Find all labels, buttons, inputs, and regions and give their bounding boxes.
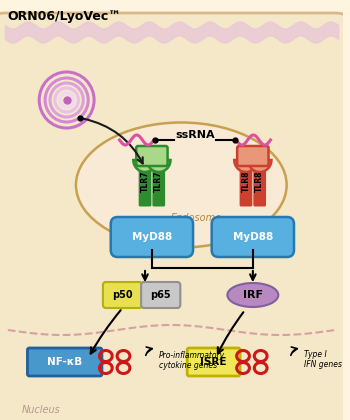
FancyBboxPatch shape <box>212 217 294 257</box>
Wedge shape <box>147 160 170 172</box>
FancyBboxPatch shape <box>187 348 240 376</box>
FancyBboxPatch shape <box>136 146 168 166</box>
Wedge shape <box>248 160 272 172</box>
Text: Endosome: Endosome <box>170 213 222 223</box>
FancyBboxPatch shape <box>27 348 102 376</box>
Text: Nucleus: Nucleus <box>22 405 60 415</box>
Ellipse shape <box>76 123 287 247</box>
Text: p50: p50 <box>112 290 133 300</box>
Text: TLR8: TLR8 <box>255 170 264 192</box>
Text: ISRE: ISRE <box>201 357 227 367</box>
FancyBboxPatch shape <box>253 153 266 207</box>
Text: cytokine genes: cytokine genes <box>159 360 217 370</box>
Text: TLR7: TLR7 <box>154 170 163 192</box>
Text: Type I: Type I <box>304 349 327 359</box>
Text: p65: p65 <box>150 290 171 300</box>
Text: IRF: IRF <box>243 290 263 300</box>
Text: IFN genes: IFN genes <box>304 360 342 368</box>
FancyBboxPatch shape <box>152 153 165 207</box>
Text: Pro-inflammatory: Pro-inflammatory <box>159 351 225 360</box>
FancyBboxPatch shape <box>139 153 152 207</box>
Text: MyD88: MyD88 <box>233 232 273 242</box>
Text: MyD88: MyD88 <box>132 232 172 242</box>
FancyBboxPatch shape <box>0 13 350 420</box>
Text: ORN06/LyoVec™: ORN06/LyoVec™ <box>8 10 121 23</box>
Wedge shape <box>234 160 258 172</box>
Text: TLR7: TLR7 <box>141 170 149 192</box>
Text: NF-κB: NF-κB <box>47 357 82 367</box>
FancyBboxPatch shape <box>141 282 180 308</box>
Text: ssRNA: ssRNA <box>175 130 215 140</box>
FancyBboxPatch shape <box>111 217 193 257</box>
FancyBboxPatch shape <box>103 282 142 308</box>
FancyBboxPatch shape <box>237 146 268 166</box>
Wedge shape <box>133 160 157 172</box>
Text: TLR8: TLR8 <box>241 170 251 192</box>
FancyBboxPatch shape <box>240 153 252 207</box>
Ellipse shape <box>228 283 278 307</box>
